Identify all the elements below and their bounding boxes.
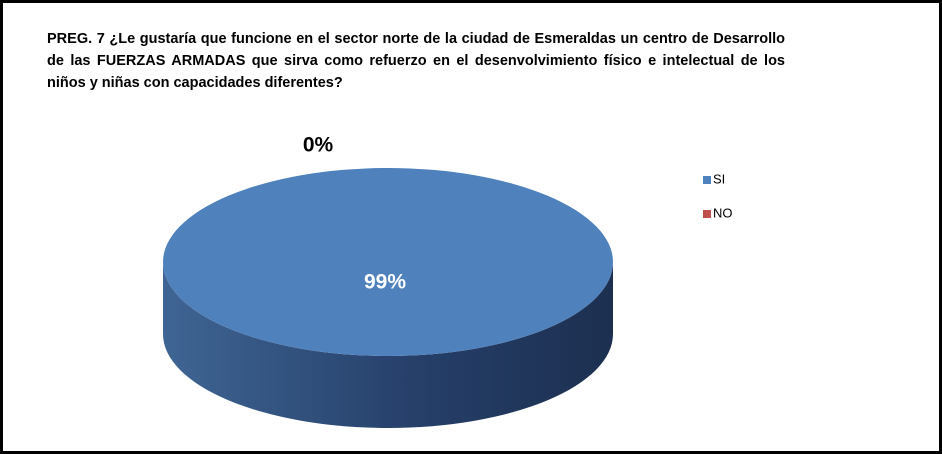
data-label: 0% xyxy=(303,134,334,157)
pie-slice xyxy=(163,168,613,356)
data-label: 99% xyxy=(364,271,406,294)
legend-swatch xyxy=(703,210,711,218)
chart-title: PREG. 7 ¿Le gustaría que funcione en el … xyxy=(47,31,785,91)
legend-label: NO xyxy=(713,205,733,220)
legend-label: SI xyxy=(713,171,725,186)
legend-swatch xyxy=(703,176,711,184)
pie-side xyxy=(163,262,613,428)
